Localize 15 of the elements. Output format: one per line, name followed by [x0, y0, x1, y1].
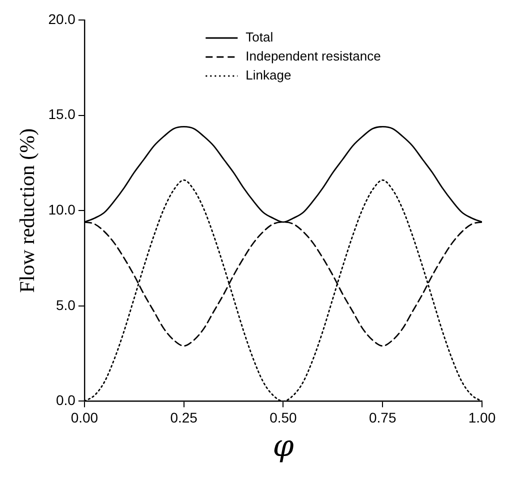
y-tick-label: 15.0: [48, 106, 76, 122]
x-tick-label: 0.25: [170, 409, 198, 426]
x-tick-label: 0.50: [270, 409, 298, 426]
x-axis-title: φ: [272, 428, 294, 464]
x-tick-label: 0.00: [70, 409, 98, 426]
x-tick-label: 0.75: [368, 409, 396, 426]
y-axis-title: Flow reduction (%): [15, 128, 40, 293]
y-tick-label: 10.0: [48, 201, 76, 218]
y-tick-label: 5.0: [56, 296, 76, 313]
x-tick-label: 1.00: [468, 409, 496, 426]
legend-label: Linkage: [246, 68, 292, 83]
legend-label: Independent resistance: [246, 48, 381, 64]
y-tick-label: 0.0: [56, 392, 76, 408]
y-tick-label: 20.0: [48, 10, 76, 27]
legend-label: Total: [246, 30, 274, 45]
